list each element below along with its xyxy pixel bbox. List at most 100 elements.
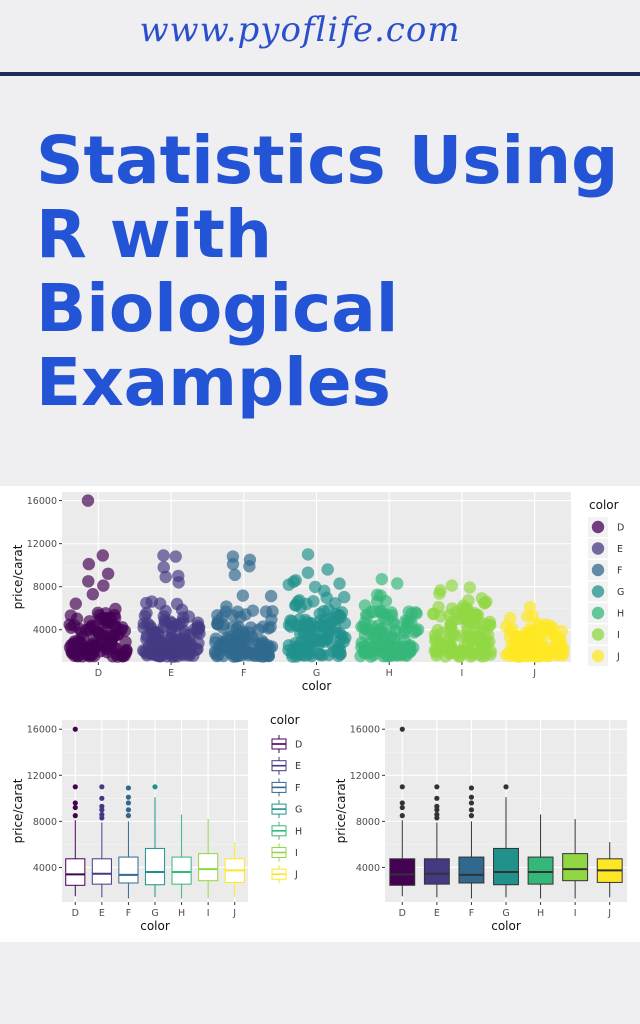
- jitter-point: [74, 644, 88, 657]
- jitter-point: [322, 626, 335, 640]
- box-outlier: [125, 785, 132, 791]
- box-outlier: [468, 785, 475, 791]
- box-iqr: [198, 853, 219, 882]
- x-tick-label: I: [461, 668, 464, 679]
- jitter-point: [301, 566, 315, 579]
- x-tick-label: I: [574, 908, 577, 919]
- y-tick-label: 16000: [27, 496, 57, 507]
- box-iqr: [144, 847, 166, 886]
- legend-label: D: [295, 740, 302, 751]
- legend-swatch: [591, 585, 605, 598]
- x-axis-label: color: [140, 919, 170, 933]
- jitter-point: [285, 646, 298, 660]
- box-iqr: [423, 858, 450, 885]
- jitter-point: [305, 649, 318, 663]
- jitter-point: [484, 618, 497, 632]
- jitter-point: [318, 584, 331, 598]
- box-outlier: [399, 784, 405, 790]
- jitter-point: [375, 572, 388, 586]
- y-axis-label: price/carat: [11, 778, 25, 843]
- legend-label: G: [617, 587, 624, 598]
- legend-swatch: [591, 628, 605, 641]
- box-outlier: [399, 813, 405, 819]
- jitter-point: [475, 644, 488, 657]
- legend-label: E: [295, 761, 301, 772]
- y-tick-label: 8000: [356, 817, 380, 828]
- x-tick-label: G: [502, 908, 509, 919]
- jitter-point: [237, 631, 251, 644]
- y-tick-label: 12000: [27, 539, 57, 550]
- y-axis-label: price/carat: [334, 778, 348, 843]
- jitter-point: [105, 616, 118, 630]
- legend-label: I: [617, 630, 620, 641]
- x-tick-label: G: [313, 668, 320, 679]
- jitter-point: [172, 576, 185, 589]
- box-iqr: [458, 856, 485, 884]
- jitter-point: [244, 621, 258, 634]
- jitter-point: [436, 638, 449, 652]
- jitter-point: [287, 575, 300, 588]
- y-tick-label: 4000: [33, 863, 57, 874]
- jitter-point: [339, 631, 352, 644]
- jitter-point: [153, 597, 167, 610]
- jitter-point: [241, 646, 255, 659]
- jitter-point: [220, 600, 233, 613]
- x-tick-label: D: [399, 908, 406, 919]
- jitter-point: [456, 599, 470, 612]
- legend-swatch: [591, 520, 605, 534]
- y-tick-label: 8000: [33, 582, 57, 593]
- legend-swatch: [591, 563, 605, 577]
- jitter-point: [76, 631, 89, 644]
- jitter-point: [373, 604, 387, 618]
- box-outlier: [399, 804, 405, 811]
- title-line: Statistics Using: [36, 122, 619, 199]
- x-tick-label: D: [95, 668, 102, 679]
- jitter-point: [431, 623, 445, 637]
- title-line: Examples: [36, 344, 391, 421]
- jitter-point: [64, 609, 78, 622]
- legend-label: H: [295, 826, 302, 837]
- y-tick-label: 12000: [350, 771, 380, 782]
- box-outlier: [99, 795, 105, 801]
- jitter-point: [521, 610, 534, 623]
- jitter-point: [445, 579, 459, 592]
- x-tick-label: F: [469, 908, 474, 919]
- jitter-point: [379, 627, 393, 640]
- y-axis-label: price/carat: [11, 544, 25, 609]
- jitter-point: [500, 648, 513, 662]
- jitter-point: [101, 567, 115, 580]
- box-outlier: [434, 803, 440, 809]
- jitter-point: [549, 630, 563, 644]
- jitter-point: [449, 646, 462, 660]
- jitter-point: [391, 577, 404, 590]
- jitter-point: [82, 557, 96, 571]
- header-divider: [0, 72, 640, 76]
- title-line: R with: [36, 196, 272, 273]
- box-outlier: [72, 784, 78, 790]
- x-tick-label: J: [232, 908, 236, 919]
- legend-label: E: [617, 544, 623, 555]
- jitter-point: [140, 606, 153, 620]
- legend-label: D: [617, 523, 624, 534]
- box-outlier: [72, 804, 78, 811]
- y-tick-label: 4000: [356, 863, 380, 874]
- box-outlier: [434, 784, 440, 790]
- x-tick-label: H: [178, 908, 185, 919]
- jitter-point: [409, 606, 422, 619]
- jitter-point: [118, 649, 131, 662]
- jitter-point: [226, 557, 240, 571]
- jitter-point: [236, 589, 250, 602]
- y-tick-label: 16000: [350, 725, 380, 736]
- box-outlier: [72, 800, 78, 806]
- jitter-point: [434, 584, 447, 597]
- x-tick-label: G: [151, 908, 158, 919]
- jitter-point: [191, 642, 204, 656]
- y-tick-label: 8000: [33, 817, 57, 828]
- jitter-point: [503, 611, 517, 625]
- jitter-point: [358, 640, 371, 653]
- title-line: Biological: [36, 270, 399, 347]
- x-axis-label: color: [302, 679, 332, 693]
- jitter-point: [409, 624, 423, 638]
- jitter-point: [219, 640, 232, 654]
